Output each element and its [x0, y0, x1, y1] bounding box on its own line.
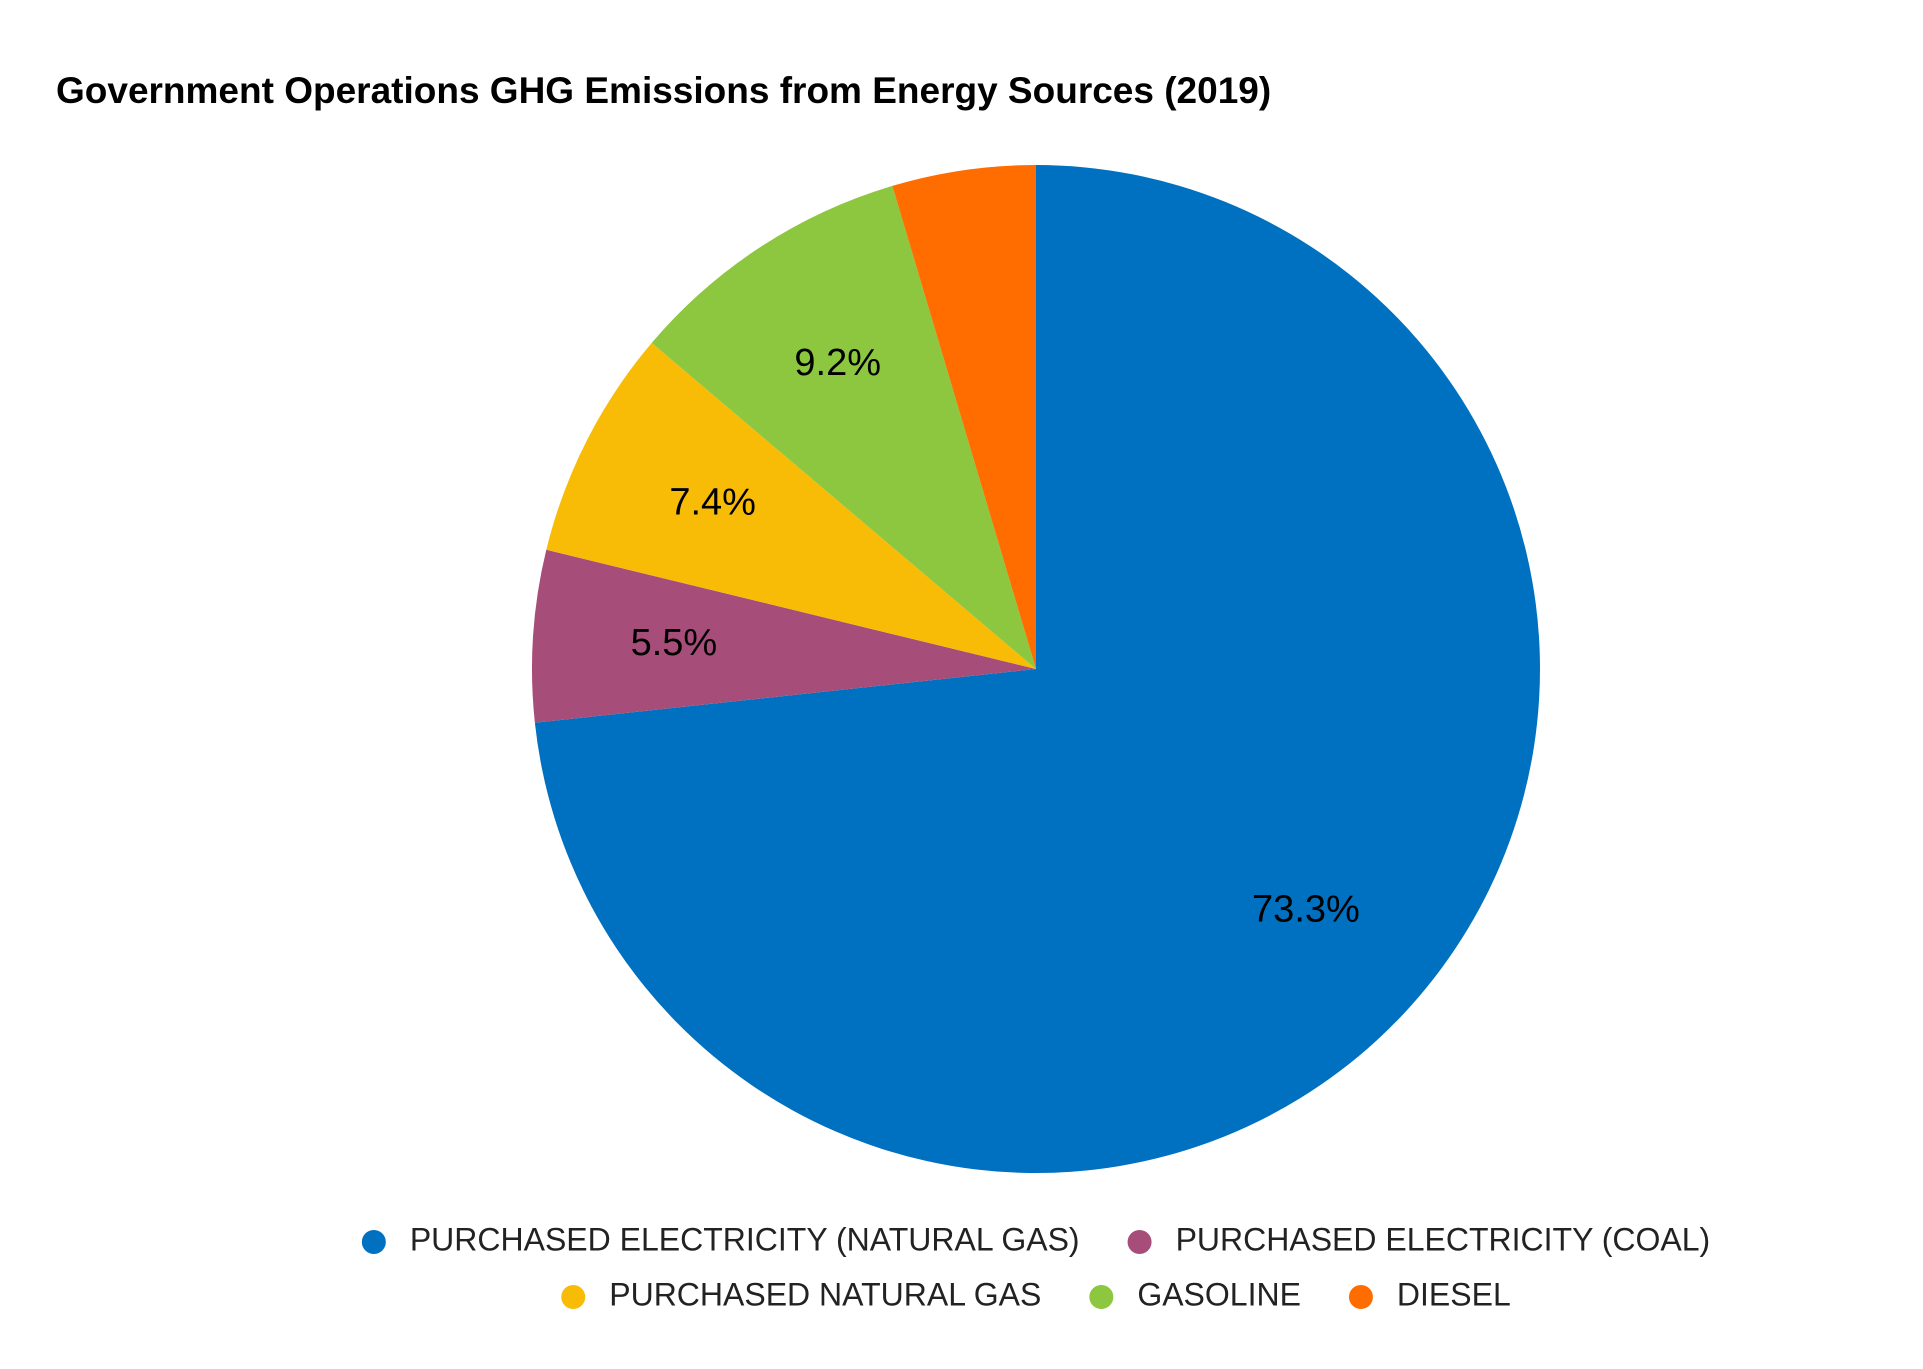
legend-item: PURCHASED ELECTRICITY (NATURAL GAS) [361, 1221, 1080, 1257]
legend-marker [1127, 1230, 1152, 1254]
pie-slice [651, 185, 1036, 669]
legend-marker [1348, 1285, 1373, 1309]
slice-label: 7.4% [669, 481, 756, 523]
legend-label: PURCHASED ELECTRICITY (COAL) [1176, 1221, 1711, 1257]
legend: PURCHASED ELECTRICITY (NATURAL GAS) PURCH… [361, 1221, 1711, 1312]
legend-item: PURCHASED ELECTRICITY (COAL) [1127, 1221, 1711, 1257]
legend-item: PURCHASED NATURAL GAS [561, 1276, 1041, 1312]
legend-label: GASOLINE [1137, 1276, 1301, 1312]
pie-slice [534, 165, 1540, 1174]
legend-marker [361, 1230, 386, 1254]
legend-label: PURCHASED ELECTRICITY (NATURAL GAS) [410, 1221, 1080, 1257]
legend-item: DIESEL [1348, 1276, 1511, 1312]
slice-label: 73.3% [1252, 889, 1360, 931]
pie-slice [546, 342, 1036, 669]
chart-title: Government Operations GHG Emissions from… [56, 70, 1271, 111]
pie-slice [892, 165, 1036, 669]
legend-marker [1089, 1285, 1114, 1309]
pie: 73.3% 5.5% 7.4% 9.2% [532, 165, 1540, 1174]
legend-label: DIESEL [1397, 1276, 1511, 1312]
legend-marker [561, 1285, 586, 1309]
slice-label: 5.5% [631, 622, 718, 664]
slice-label: 9.2% [794, 342, 881, 384]
legend-label: PURCHASED NATURAL GAS [609, 1276, 1041, 1312]
pie-slice [532, 549, 1036, 723]
legend-item: GASOLINE [1089, 1276, 1301, 1312]
